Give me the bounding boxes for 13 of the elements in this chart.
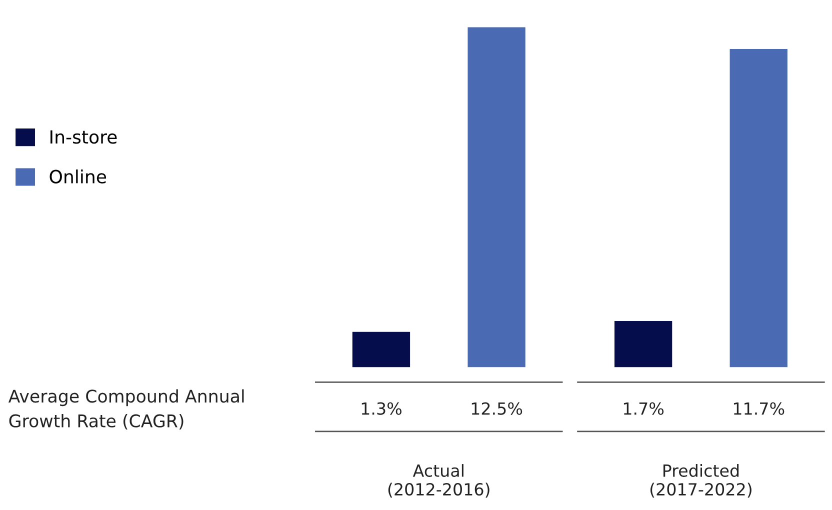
legend-label: Online (50, 169, 106, 184)
data-label: 11.7% (734, 402, 784, 415)
text: Average Compound Annual Growth Rate (CAGR) (8, 389, 244, 430)
x-tick-label: Predicted (2017-2022) (650, 464, 752, 498)
data-label: 12.5% (472, 402, 522, 415)
data-label: 1.7% (624, 402, 664, 415)
bar (614, 320, 672, 368)
bar (468, 27, 526, 368)
legend-label: In-store (50, 130, 117, 144)
bar (352, 332, 410, 368)
bar (730, 48, 788, 368)
data-label: 1.3% (362, 402, 402, 415)
x-tick-label: Actual (2012-2016) (388, 464, 490, 498)
